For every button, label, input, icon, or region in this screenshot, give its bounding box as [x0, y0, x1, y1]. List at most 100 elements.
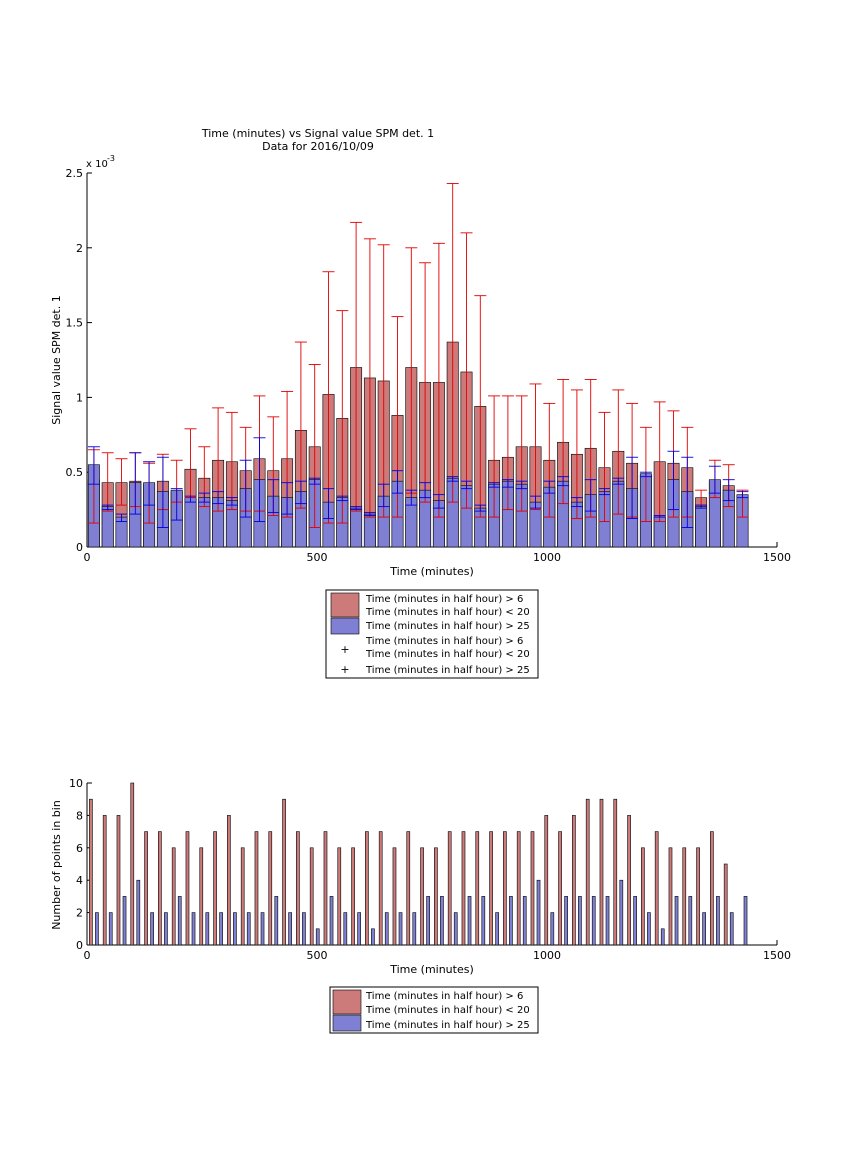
chart2-bar-blue	[578, 896, 582, 946]
chart2-bar-red	[365, 831, 369, 946]
chart2-bar-blue	[398, 912, 403, 946]
chart2-bar-blue	[522, 896, 527, 946]
chart2-bar-blue	[357, 912, 361, 946]
chart2-x-tick-label: 500	[307, 949, 328, 962]
chart2-bar-blue	[743, 896, 748, 946]
chart2-y-tick-label: 10	[69, 777, 83, 790]
chart2-legend: Time (minutes in half hour) > 6 Time (mi…	[329, 986, 539, 1034]
chart1-ylabel: Signal value SPM det. 1	[50, 295, 63, 425]
chart2-bar-red	[627, 815, 631, 946]
chart2-bar-red	[447, 831, 452, 946]
chart2-bar-red	[351, 847, 355, 946]
chart1-plot-area: 0 500 1000 1500 0 0.5 1 1.5 2 2.5	[66, 167, 792, 564]
chart2-bar-blue	[536, 879, 541, 946]
chart2-bar-red	[116, 815, 121, 946]
legend1-entry-5: Time (minutes in half hour) < 20	[365, 649, 530, 660]
chart2-bar-red	[102, 815, 107, 946]
chart2-bar-blue	[246, 912, 251, 946]
chart2-bar-blue	[191, 912, 196, 946]
chart2-bar-red	[144, 831, 148, 946]
chart2-bar-blue	[219, 912, 223, 946]
chart2-bar-blue	[122, 896, 127, 946]
chart2-bar-red	[309, 847, 314, 946]
chart2-bar-blue	[453, 912, 458, 946]
chart2-plot-area: 0 500 1000 1500 0 2 4 6 8 10	[69, 777, 791, 962]
chart2-bar-blue	[633, 896, 637, 946]
chart2-x-tick-label: 1000	[533, 949, 561, 962]
chart2-bar-red	[434, 847, 438, 946]
chart2-bar-blue	[343, 912, 348, 946]
chart2-bar-red	[337, 847, 342, 946]
chart1-x-tick-label: 0	[84, 551, 91, 564]
chart2-x-tick-label: 0	[84, 949, 91, 962]
legend2-swatch-red	[332, 989, 362, 1015]
chart1-y-tick-label: 1	[76, 391, 83, 404]
chart2-bar-red	[227, 815, 231, 946]
chart2-bar-red	[268, 831, 273, 946]
chart2-bar-red	[378, 831, 383, 946]
chart2-bar-red	[641, 847, 645, 946]
legend2-entry-3: Time (minutes in half hour) > 25	[365, 1020, 530, 1031]
chart2-bar-red	[89, 798, 93, 946]
chart2-bar-red	[682, 847, 687, 946]
chart2-y-tick-label: 0	[76, 939, 83, 952]
chart1-y-exponent: x 10	[86, 159, 108, 170]
legend2-swatch-blue	[332, 1014, 362, 1032]
chart2-bar-red	[696, 847, 700, 946]
chart2-bar-blue	[260, 912, 265, 946]
chart2-bar-blue	[440, 896, 444, 946]
chart2-bar-blue	[329, 896, 334, 946]
chart2-bar-blue	[509, 896, 513, 946]
chart1-bar-blue	[101, 506, 114, 548]
chart2-bar-blue	[412, 912, 417, 946]
chart2-bar-blue	[205, 912, 210, 946]
chart1-x-tick-label: 1000	[533, 551, 561, 564]
chart2-bar-red	[461, 831, 466, 946]
chart2-y-tick-label: 2	[76, 907, 83, 920]
chart2-bar-blue	[150, 912, 154, 946]
chart2-bar-red	[572, 815, 576, 946]
chart1-y-exponent-power: -3	[107, 154, 115, 163]
chart2-bar-red	[254, 831, 259, 946]
chart1-x-tick-label: 500	[307, 551, 328, 564]
chart2-ylabel: Number of points in bin	[50, 800, 63, 930]
chart2-bar-red	[323, 831, 328, 946]
chart2-bar-red	[296, 831, 300, 946]
chart2-bar-blue	[605, 896, 610, 946]
chart2-bar-blue	[729, 912, 734, 946]
chart2-bar-blue	[550, 912, 555, 946]
legend1-entry-6: Time (minutes in half hour) > 25	[365, 665, 530, 676]
chart2-bar-red	[654, 831, 659, 946]
chart2-bar-blue	[95, 912, 99, 946]
chart2-bar-blue	[108, 912, 113, 946]
chart2-bar-blue	[564, 896, 568, 946]
chart1-bar-blue	[350, 507, 363, 548]
chart2-bar-blue	[288, 912, 292, 946]
chart1-bar-blue	[184, 497, 197, 548]
chart2-bar-blue	[233, 912, 237, 946]
chart1-legend: Time (minutes in half hour) > 6 Time (mi…	[325, 589, 539, 679]
chart1-subtitle: Data for 2016/10/09	[262, 140, 374, 153]
chart2-bar-red	[503, 831, 507, 946]
chart2-bar-blue	[136, 879, 141, 946]
chart2-bar-red	[489, 831, 493, 946]
legend1-entry-3: Time (minutes in half hour) > 25	[365, 621, 530, 632]
chart1-title: Time (minutes) vs Signal value SPM det. …	[201, 127, 434, 140]
chart2-y-tick-label: 6	[76, 842, 83, 855]
legend2-entry-2: Time (minutes in half hour) < 20	[365, 1005, 530, 1016]
chart2-bar-red	[585, 798, 590, 946]
chart2-bar-blue	[384, 912, 389, 946]
chart2-bar-red	[475, 831, 480, 946]
chart2-bar-red	[282, 798, 286, 946]
chart2-bar-blue	[716, 896, 720, 946]
chart2-bar-red	[558, 831, 562, 946]
legend1-entry-4: Time (minutes in half hour) > 6	[365, 636, 523, 647]
chart2-bar-red	[199, 847, 204, 946]
chart2-bar-blue	[619, 879, 624, 946]
chart2-bar-blue	[467, 896, 472, 946]
chart2-x-tick-label: 1500	[763, 949, 791, 962]
chart2-bar-blue	[702, 912, 706, 946]
legend1-swatch-red	[330, 592, 360, 618]
legend1-entry-1: Time (minutes in half hour) > 6	[365, 594, 523, 605]
